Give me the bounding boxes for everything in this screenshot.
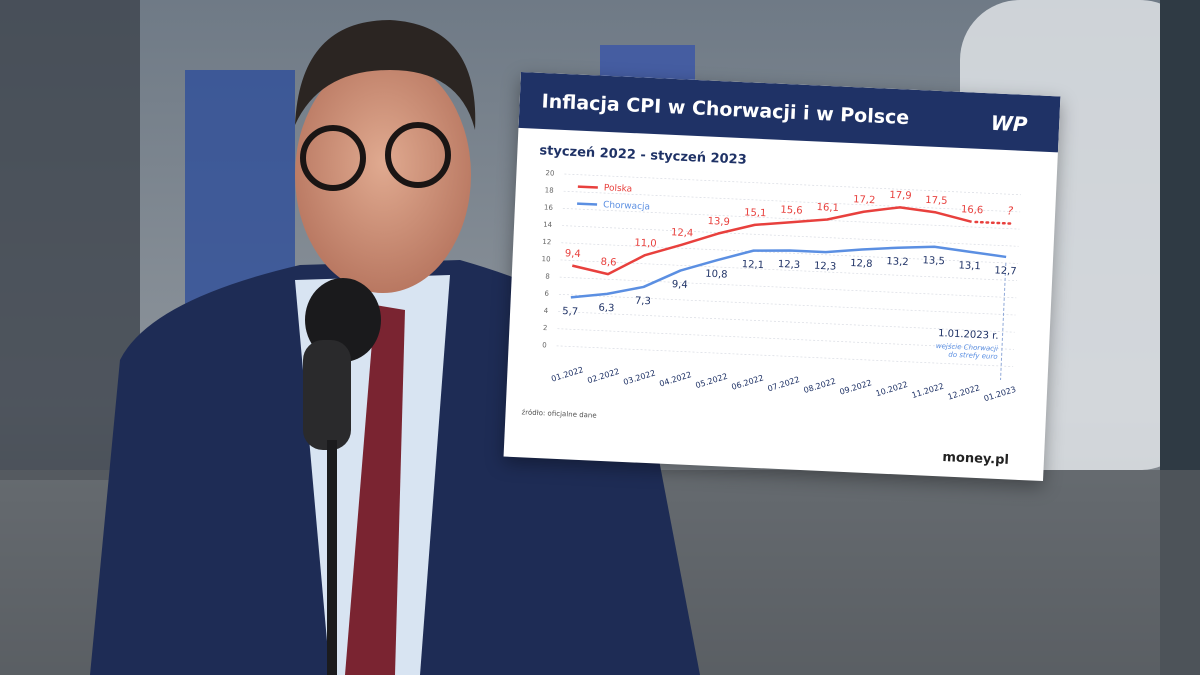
chart-subtitle: styczeń 2022 - styczeń 2023 xyxy=(539,143,747,167)
value-label: 12,3 xyxy=(814,261,837,273)
x-tick-label: 01.2023 xyxy=(983,385,1017,403)
blue-door xyxy=(185,70,295,310)
x-tick-label: 11.2022 xyxy=(911,381,945,399)
grid-line xyxy=(564,173,1021,196)
annotation: do strefy euro xyxy=(948,351,998,361)
legend-label: Chorwacja xyxy=(603,200,650,212)
grid-line xyxy=(562,208,1020,230)
x-tick-label: 10.2022 xyxy=(875,380,909,398)
y-tick-label: 6 xyxy=(544,290,549,298)
grid-line xyxy=(563,190,1021,213)
grid-line xyxy=(560,259,1018,282)
y-tick-label: 20 xyxy=(545,169,554,177)
x-tick-label: 07.2022 xyxy=(766,375,800,393)
value-label: 15,6 xyxy=(780,205,803,217)
value-label: 15,1 xyxy=(744,207,767,219)
value-label: 16,1 xyxy=(816,202,839,214)
grid-line xyxy=(562,225,1019,247)
value-label: 10,8 xyxy=(705,269,728,281)
value-label: 13,9 xyxy=(707,216,730,228)
grid-line xyxy=(561,242,1018,264)
grid-line xyxy=(557,328,1014,350)
x-tick-label: 02.2022 xyxy=(586,367,620,385)
value-label: 8,6 xyxy=(600,257,616,269)
annotation: 1.01.2023 r. xyxy=(938,328,999,342)
value-label: 12,7 xyxy=(994,265,1017,277)
hair xyxy=(295,20,476,130)
microphone-body xyxy=(303,340,351,450)
y-tick-label: 0 xyxy=(542,341,547,349)
value-label: 13,1 xyxy=(958,260,981,272)
tie xyxy=(345,305,405,675)
legend-label: Polska xyxy=(604,183,633,194)
value-label: 12,4 xyxy=(671,227,694,239)
y-tick-label: 10 xyxy=(541,255,550,263)
x-tick-label: 09.2022 xyxy=(839,378,873,396)
grid-line xyxy=(559,276,1017,299)
grid-line xyxy=(558,311,1015,333)
annotation: wejście Chorwacji xyxy=(936,342,999,353)
series-line xyxy=(570,245,1007,299)
glasses xyxy=(385,122,451,188)
y-tick-label: 14 xyxy=(543,221,553,229)
projection-dots xyxy=(974,220,1015,225)
value-label: 12,1 xyxy=(742,259,765,271)
header-band xyxy=(518,71,1061,153)
value-label: 12,8 xyxy=(850,258,873,270)
value-label: 17,5 xyxy=(925,195,948,207)
x-tick-label: 06.2022 xyxy=(730,373,764,391)
value-label: 6,3 xyxy=(598,303,614,315)
value-label: 7,3 xyxy=(635,296,651,308)
value-label: 5,7 xyxy=(562,306,578,318)
y-tick-label: 4 xyxy=(544,307,549,315)
y-tick-label: 16 xyxy=(544,204,554,212)
brand: money.pl xyxy=(942,450,1009,468)
y-tick-label: 12 xyxy=(542,238,551,246)
value-label: 17,9 xyxy=(889,190,912,202)
logo: WP xyxy=(990,111,1028,137)
annotation: ? xyxy=(1007,204,1014,217)
x-tick-label: 12.2022 xyxy=(947,383,981,401)
value-label: 17,2 xyxy=(853,194,876,206)
legend-swatch xyxy=(577,202,598,206)
value-label: 12,3 xyxy=(778,259,801,271)
glasses xyxy=(300,125,366,191)
x-tick-label: 08.2022 xyxy=(803,377,837,395)
x-tick-label: 01.2022 xyxy=(550,365,584,383)
y-tick-label: 18 xyxy=(545,186,554,194)
source: źródło: oficjalne dane xyxy=(521,408,596,419)
annotation-line xyxy=(1000,262,1007,381)
grid-line xyxy=(558,293,1016,316)
x-tick-label: 05.2022 xyxy=(694,372,728,390)
grid-line xyxy=(556,345,1014,367)
series-line xyxy=(571,206,972,276)
value-label: 9,4 xyxy=(672,279,688,291)
value-label: 13,2 xyxy=(886,256,909,268)
value-label: 13,5 xyxy=(922,255,945,267)
y-tick-label: 2 xyxy=(543,324,548,332)
value-label: 9,4 xyxy=(565,248,581,260)
chart: Inflacja CPI w Chorwacji i w Polsce WP s… xyxy=(518,71,1061,468)
mic-stand xyxy=(327,440,337,675)
legend-swatch xyxy=(577,185,598,189)
chart-card: Inflacja CPI w Chorwacji i w Polsce WP s… xyxy=(503,71,1061,482)
value-label: 11,0 xyxy=(634,238,657,250)
value-label: 16,6 xyxy=(961,204,984,216)
y-tick-label: 8 xyxy=(545,272,550,280)
x-tick-label: 04.2022 xyxy=(658,370,692,388)
head xyxy=(295,57,471,293)
x-tick-label: 03.2022 xyxy=(622,368,656,386)
